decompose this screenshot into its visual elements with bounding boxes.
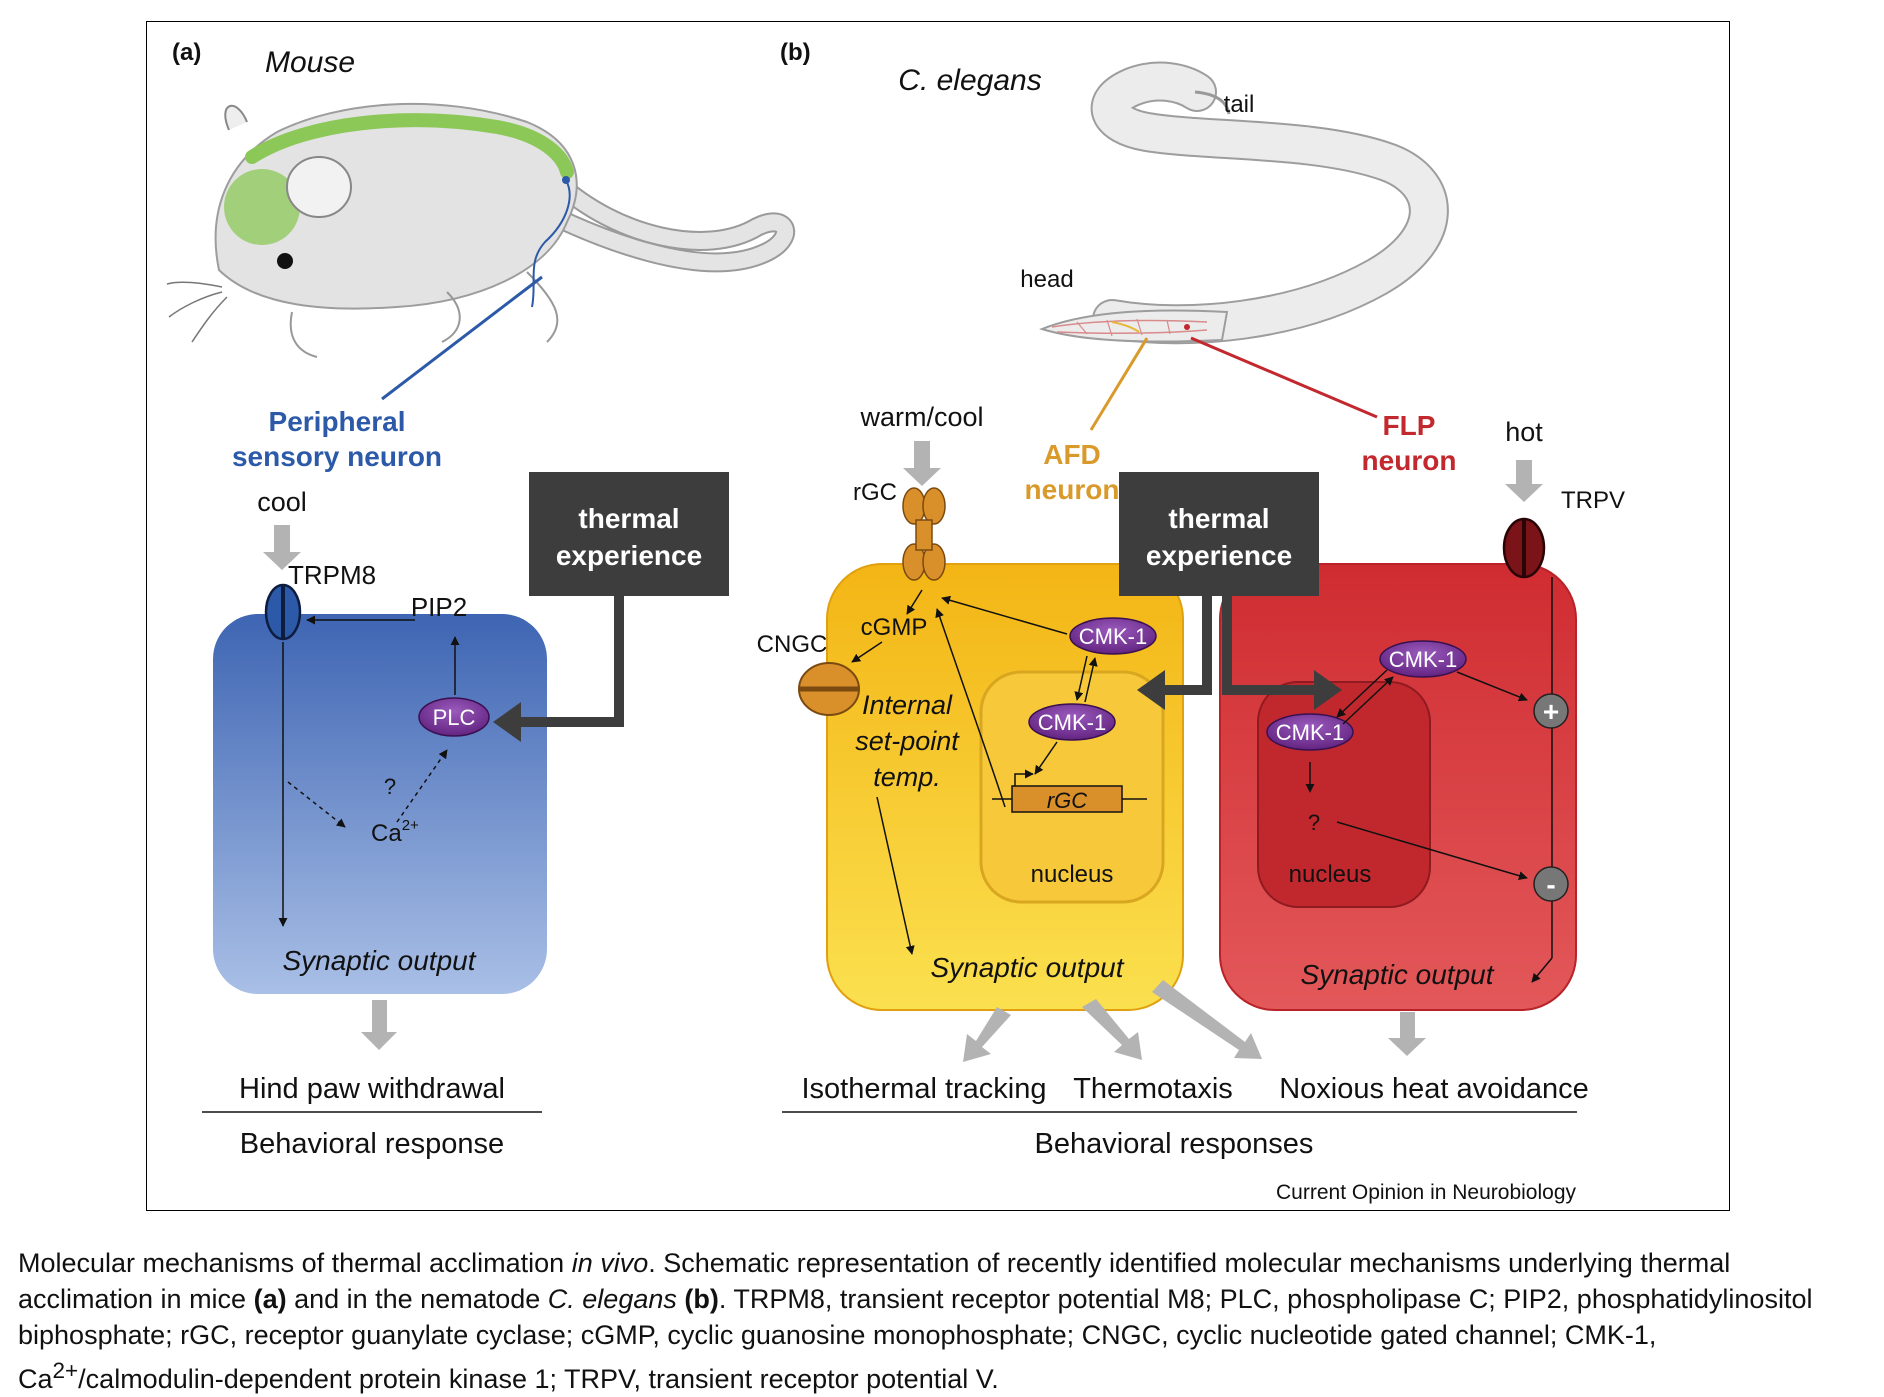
cmk1-nucleus-afd — [1028, 703, 1116, 741]
calcium-label: Ca2+ — [371, 817, 419, 847]
behavior-isothermal: Isothermal tracking — [802, 1073, 1047, 1105]
cgmp-label: cGMP — [861, 614, 928, 641]
plc-enzyme — [418, 697, 490, 737]
nucleus-label-flp: nucleus — [1289, 861, 1372, 888]
mouse-illustration — [166, 102, 795, 401]
behavior-thermotaxis: Thermotaxis — [1073, 1073, 1233, 1105]
c-elegans-title: C. elegans — [898, 64, 1041, 97]
figure-panel: (a) Mouse Peripheral sensory neuron cool… — [146, 21, 1730, 1211]
flp-label-line2: neuron — [1362, 445, 1457, 476]
journal-credit: Current Opinion in Neurobiology — [1276, 1181, 1576, 1204]
panel-a-label: (a) — [172, 39, 201, 66]
thermal-experience-b-line1: thermal — [1168, 503, 1269, 534]
cool-stimulus-label: cool — [257, 487, 307, 517]
afd-pointer — [1089, 337, 1149, 431]
cmk1-label-afd-cyto: CMK-1 — [1079, 624, 1147, 649]
cmk1-label-afd-nuc: CMK-1 — [1038, 710, 1106, 735]
pip2-label: PIP2 — [411, 592, 467, 622]
tail-label: tail — [1224, 91, 1255, 118]
cngc-channel — [798, 662, 860, 716]
rgc-label: rGC — [853, 479, 897, 506]
afd-label-line1: AFD — [1043, 439, 1101, 470]
warm-cool-label: warm/cool — [859, 402, 983, 432]
neuron-label-line2: sensory neuron — [232, 441, 442, 472]
output-arrow-noxious-afd — [1152, 980, 1262, 1059]
cmk1-label-flp-cyto: CMK-1 — [1389, 647, 1457, 672]
cmk1-cytoplasm-flp — [1379, 640, 1467, 678]
synaptic-output-afd: Synaptic output — [930, 952, 1124, 983]
output-arrow-noxious-flp — [1388, 1012, 1426, 1056]
cmk1-label-flp-nuc: CMK-1 — [1276, 720, 1344, 745]
thermal-experience-box-a — [529, 472, 729, 596]
behavior-noxious-heat: Noxious heat avoidance — [1279, 1073, 1589, 1105]
trpv-label: TRPV — [1561, 487, 1625, 514]
trpv-channel — [1502, 517, 1546, 579]
output-arrow-a — [361, 1000, 397, 1050]
rgc-receptor — [902, 487, 946, 581]
cool-arrow — [263, 525, 301, 570]
panel-b-label: (b) — [780, 39, 811, 66]
hot-arrow — [1505, 460, 1543, 502]
flp-pointer — [1190, 336, 1378, 419]
output-arrow-thermotaxis — [1082, 999, 1142, 1060]
nucleus-label-afd: nucleus — [1031, 861, 1114, 888]
rgc-gene — [992, 769, 1147, 813]
cmk1-nucleus-flp — [1266, 713, 1354, 751]
cmk1-cytoplasm-afd — [1069, 617, 1157, 655]
synaptic-output-a: Synaptic output — [282, 945, 476, 976]
plc-label: PLC — [433, 705, 476, 730]
thermal-experience-a-line1: thermal — [578, 503, 679, 534]
experience-arrow-flp — [1314, 670, 1342, 710]
minus-node — [1533, 866, 1569, 902]
trpm8-label: TRPM8 — [288, 560, 376, 590]
thermal-experience-a-line2: experience — [556, 540, 702, 571]
unknown-b: ? — [1308, 810, 1320, 835]
output-arrow-isothermal — [963, 1007, 1011, 1062]
worm-illustration — [1039, 61, 1449, 345]
hot-label: hot — [1505, 417, 1543, 447]
afd-label-line2: neuron — [1025, 474, 1120, 505]
trpm8-channel — [264, 583, 302, 641]
minus-sign: - — [1546, 869, 1555, 900]
mouse-title: Mouse — [265, 46, 355, 79]
experience-arrow-a — [493, 702, 521, 742]
setpoint-line1: Internal — [862, 690, 953, 720]
thermal-experience-box-b — [1119, 472, 1319, 596]
blue-sensory-cell — [213, 614, 547, 994]
cngc-label: CNGC — [757, 631, 828, 658]
plus-node — [1533, 693, 1569, 729]
flp-label-line1: FLP — [1383, 410, 1436, 441]
synaptic-output-flp: Synaptic output — [1300, 959, 1494, 990]
head-label: head — [1020, 266, 1073, 293]
warm-cool-arrow — [903, 441, 941, 486]
figure-caption: Molecular mechanisms of thermal acclimat… — [18, 1248, 1813, 1394]
plus-sign: + — [1543, 696, 1559, 727]
behavioral-response-a: Behavioral response — [240, 1128, 504, 1160]
thermal-experience-b-line2: experience — [1146, 540, 1292, 571]
setpoint-line2: set-point — [855, 726, 960, 756]
behavior-hind-paw: Hind paw withdrawal — [239, 1073, 505, 1105]
experience-arrow-afd — [1137, 670, 1165, 710]
figure-diagram: (a) Mouse Peripheral sensory neuron cool… — [166, 39, 1625, 1204]
setpoint-line3: temp. — [873, 762, 941, 792]
behavioral-responses-b: Behavioral responses — [1035, 1128, 1314, 1160]
unknown-a: ? — [384, 774, 396, 799]
rgc-gene-label: rGC — [1047, 788, 1087, 813]
neuron-label-line1: Peripheral — [269, 406, 406, 437]
